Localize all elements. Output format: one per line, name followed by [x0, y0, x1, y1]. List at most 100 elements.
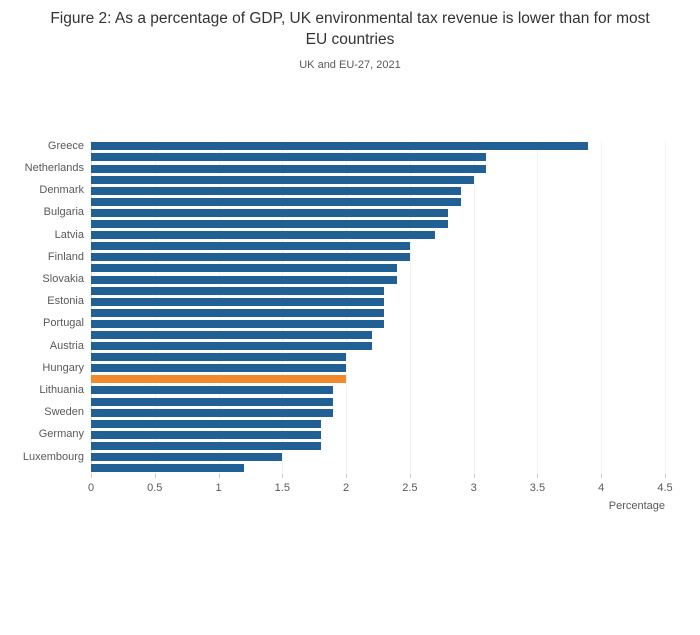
y-axis-label: Denmark: [39, 184, 84, 197]
bar[interactable]: [91, 408, 334, 417]
gridline: [665, 140, 666, 474]
bar[interactable]: [91, 430, 321, 439]
bar-row: [0, 174, 665, 185]
gridline: [282, 140, 284, 474]
bar-row: Lithuania: [0, 384, 665, 396]
y-axis-label: Estonia: [47, 295, 84, 308]
x-tick-mark: [409, 473, 411, 478]
bar-track: [91, 208, 665, 217]
bar-row: Germany: [0, 429, 665, 440]
bar-track: [91, 142, 665, 151]
bar[interactable]: [91, 364, 347, 373]
bar[interactable]: [91, 464, 245, 473]
bar-row: Hungary: [0, 361, 665, 374]
bar[interactable]: [91, 319, 385, 328]
bar-track: [91, 231, 665, 240]
y-axis-label: Hungary: [42, 361, 84, 374]
bar-track: [91, 220, 665, 229]
bar[interactable]: [91, 164, 487, 173]
bar-row: [0, 396, 665, 407]
gridline: [473, 140, 475, 474]
bar[interactable]: [91, 353, 347, 362]
gridline: [154, 140, 156, 474]
bar[interactable]: [91, 242, 410, 251]
bar-row: Denmark: [0, 185, 665, 196]
bar[interactable]: [91, 342, 372, 351]
bar-row: [0, 307, 665, 318]
x-tick-label: 0.5: [147, 481, 163, 494]
bar-track: [91, 186, 665, 195]
bar-row: Netherlands: [0, 163, 665, 174]
bar-uk-highlight[interactable]: [91, 375, 347, 384]
bar-track: [91, 408, 665, 417]
bar-row: [0, 463, 665, 474]
bar[interactable]: [91, 275, 398, 284]
x-tick-mark: [91, 473, 92, 478]
bar[interactable]: [91, 142, 589, 151]
bar[interactable]: [91, 175, 474, 184]
y-axis-label: Bulgaria: [43, 206, 84, 219]
bar-track: [91, 164, 665, 173]
bar-row: Portugal: [0, 318, 665, 329]
bar-row: [0, 352, 665, 363]
bar[interactable]: [91, 286, 385, 295]
figure-title: Figure 2: As a percentage of GDP, UK env…: [50, 10, 650, 48]
bar-track: [91, 330, 665, 339]
bar[interactable]: [91, 386, 334, 395]
x-tick-mark: [473, 473, 475, 478]
bar[interactable]: [91, 186, 461, 195]
x-tick-mark: [346, 473, 348, 478]
plot-rows: Greece Netherlands Denmark Bulgaria Latvia Fi…: [0, 139, 665, 474]
bar[interactable]: [91, 253, 410, 262]
bar-track: [91, 264, 665, 273]
bar-row: [0, 440, 665, 451]
bar[interactable]: [91, 419, 321, 428]
bar-track: [91, 308, 665, 317]
bar[interactable]: [91, 308, 385, 317]
x-tick-label: 0: [87, 481, 95, 494]
bar-track: [91, 175, 665, 184]
x-tick-label: 1: [215, 481, 222, 494]
bar-track: [91, 453, 665, 462]
bar[interactable]: [91, 297, 385, 306]
gridline: [91, 140, 92, 474]
bar-row: Bulgaria: [0, 207, 665, 218]
grid: [91, 140, 666, 474]
bar[interactable]: [91, 441, 321, 450]
bar[interactable]: [91, 208, 449, 217]
bar[interactable]: [91, 153, 487, 162]
bar[interactable]: [91, 397, 334, 406]
bar-row: Estonia: [0, 296, 665, 307]
bar-row: [0, 196, 665, 207]
gridline: [409, 140, 411, 474]
bar-track: [91, 364, 665, 373]
y-axis-label: Latvia: [54, 228, 84, 241]
y-axis-label: Greece: [47, 139, 84, 152]
bar[interactable]: [91, 220, 449, 229]
bar[interactable]: [91, 264, 398, 273]
bar-row: Greece: [0, 139, 665, 152]
bar-row: [0, 285, 665, 296]
bar-row: [0, 418, 665, 429]
y-axis-label: Slovakia: [42, 273, 84, 286]
bar-row: Luxembourg: [0, 451, 665, 462]
bar-track: [91, 430, 665, 439]
bar[interactable]: [91, 453, 283, 462]
x-tick-mark: [601, 473, 603, 478]
bar-row: [0, 219, 665, 230]
bar-row: Sweden: [0, 407, 665, 418]
bar[interactable]: [91, 197, 461, 206]
chart: Greece Netherlands Denmark Bulgaria Latvia Fi…: [0, 139, 673, 520]
x-tick-mark: [537, 473, 539, 478]
bar-row: Latvia: [0, 228, 665, 241]
bar-track: [91, 441, 665, 450]
x-tick-label: 4: [598, 481, 605, 494]
y-axis-label: Germany: [38, 428, 84, 441]
bar-row: [0, 374, 665, 385]
bar[interactable]: [91, 330, 372, 339]
x-tick-label: 4.5: [657, 481, 673, 494]
bar[interactable]: [91, 231, 436, 240]
plot-area: Greece Netherlands Denmark Bulgaria Latvia Fi…: [0, 139, 666, 474]
bar-track: [91, 275, 665, 284]
bar-track: [91, 319, 665, 328]
